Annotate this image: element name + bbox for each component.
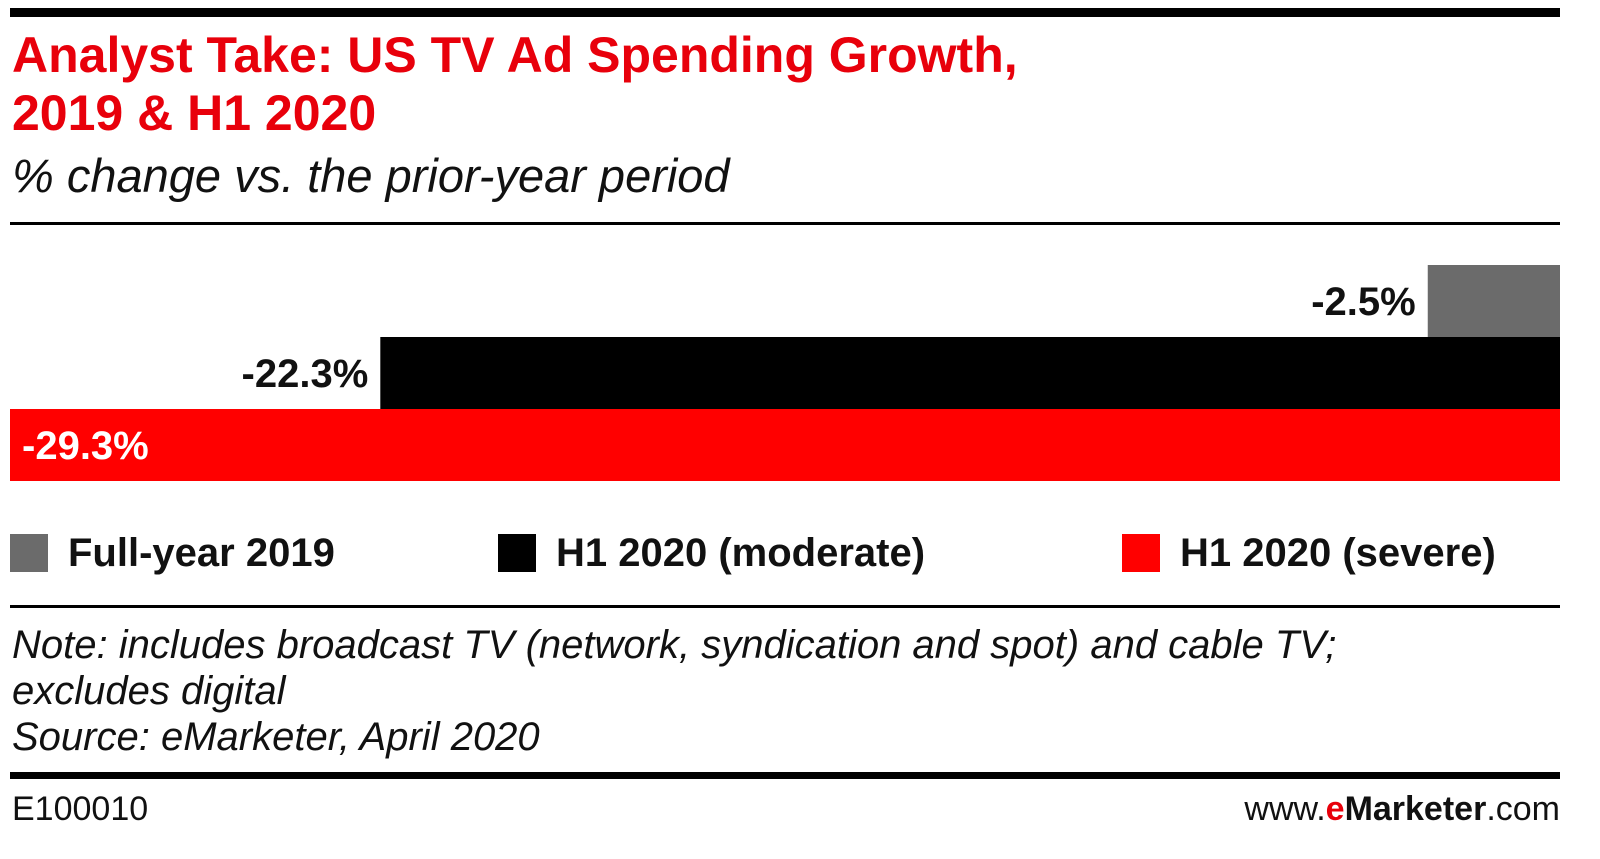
chart-id: E100010 (12, 790, 149, 828)
note-line-2: excludes digital (12, 669, 286, 713)
brand-link[interactable]: www.eMarketer.com (1244, 790, 1560, 829)
subtitle-rule (10, 222, 1560, 225)
brand-name: Marketer (1344, 790, 1487, 828)
footnote: Note: includes broadcast TV (network, sy… (12, 622, 1336, 760)
legend-swatch-gray (10, 534, 48, 572)
legend-label: Full-year 2019 (68, 530, 335, 575)
bar-chart: -2.5% -22.3% -29.3% (10, 265, 1561, 481)
brand-suffix: .com (1486, 790, 1560, 828)
legend-item-full-year-2019: Full-year 2019 (10, 528, 335, 578)
brand-logo-e: e (1325, 790, 1345, 828)
title-line-2: 2019 & H1 2020 (12, 85, 377, 141)
bar-value-label-2: -29.3% (22, 424, 149, 468)
legend-label: H1 2020 (severe) (1180, 530, 1496, 575)
top-rule (10, 8, 1560, 17)
chart-title: Analyst Take: US TV Ad Spending Growth, … (12, 26, 1512, 142)
bar-value-label-0: -2.5% (1311, 280, 1416, 324)
bar-0 (1427, 265, 1560, 337)
legend-swatch-red (1122, 534, 1160, 572)
legend-label: H1 2020 (moderate) (556, 530, 926, 575)
bar-value-label-1: -22.3% (242, 352, 369, 396)
footer-rule (10, 772, 1560, 779)
legend-item-h1-2020-severe: H1 2020 (severe) (1122, 528, 1496, 578)
chart-subtitle: % change vs. the prior-year period (12, 149, 730, 202)
bar-2 (10, 409, 1560, 481)
note-line-1: Note: includes broadcast TV (network, sy… (12, 623, 1337, 667)
legend-item-h1-2020-moderate: H1 2020 (moderate) (498, 528, 925, 578)
source-line: Source: eMarketer, April 2020 (12, 715, 540, 759)
legend-rule (10, 605, 1560, 608)
title-line-1: Analyst Take: US TV Ad Spending Growth, (12, 27, 1018, 83)
brand-prefix: www. (1244, 790, 1326, 828)
bar-1 (380, 337, 1561, 409)
legend-swatch-black (498, 534, 536, 572)
